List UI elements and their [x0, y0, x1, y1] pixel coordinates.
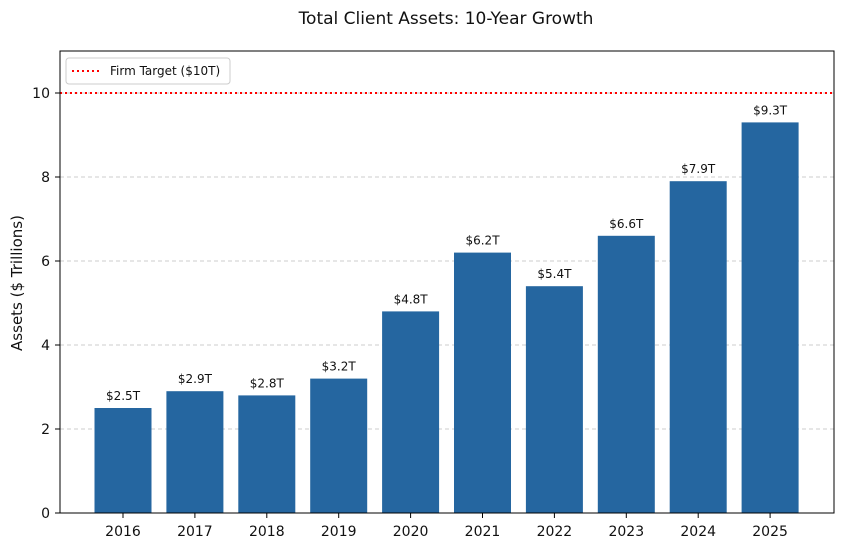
bar-2021	[454, 252, 511, 513]
x-tick-label-2024: 2024	[680, 524, 716, 540]
data-labels: $2.5T $2.9T $2.8T $3.2T $4.8T $6.2T $5.4T $6.6T…	[106, 103, 788, 403]
y-tick-label-2: 2	[41, 422, 50, 438]
y-axis-ticks: 0 2 4 6 8 10	[32, 86, 60, 522]
x-tick-label-2016: 2016	[105, 524, 141, 540]
plot-frame	[59, 50, 835, 514]
x-tick-label-2019: 2019	[321, 524, 357, 540]
legend: Firm Target ($10T)	[65, 57, 231, 85]
y-tick-label-0: 0	[41, 506, 50, 522]
data-label-2019: $3.2T	[322, 360, 357, 374]
data-label-2018: $2.8T	[250, 376, 285, 390]
legend-box	[65, 57, 231, 85]
y-tick-label-4: 4	[41, 338, 50, 354]
data-label-2023: $6.6T	[609, 217, 644, 231]
x-tick-label-2018: 2018	[249, 524, 285, 540]
bar-2024	[669, 181, 727, 513]
x-tick-label-2021: 2021	[465, 524, 501, 540]
x-tick-label-2025: 2025	[752, 524, 788, 540]
bar-2023	[597, 235, 655, 514]
data-label-2021: $6.2T	[465, 234, 500, 248]
bar-2020	[382, 311, 440, 513]
x-tick-label-2020: 2020	[393, 524, 429, 540]
bars	[94, 122, 799, 514]
x-tick-label-2023: 2023	[608, 524, 644, 540]
x-tick-label-2017: 2017	[177, 524, 213, 540]
bar-2025	[741, 122, 799, 514]
legend-label-firm-target: Firm Target ($10T)	[110, 64, 220, 78]
chart-title: Total Client Assets: 10-Year Growth	[298, 9, 594, 29]
y-tick-label-10: 10	[32, 86, 50, 102]
x-tick-label-2022: 2022	[537, 524, 573, 540]
data-label-2017: $2.9T	[178, 372, 213, 386]
bar-2022	[525, 286, 583, 513]
x-axis-ticks: 2016 2017 2018 2019 2020 2021 2022 2023 2024 2025	[105, 513, 788, 540]
y-axis-label: Assets ($ Trillions)	[8, 215, 26, 351]
y-tick-label-6: 6	[41, 254, 50, 270]
data-label-2020: $4.8T	[394, 292, 429, 306]
bar-2017	[166, 391, 224, 513]
data-label-2025: $9.3T	[753, 103, 788, 117]
bar-2019	[310, 378, 368, 513]
data-label-2016: $2.5T	[106, 389, 141, 403]
y-tick-label-8: 8	[41, 170, 50, 186]
data-label-2022: $5.4T	[537, 267, 572, 281]
bar-2016	[94, 408, 152, 513]
bar-2018	[238, 395, 296, 513]
data-label-2024: $7.9T	[681, 162, 716, 176]
